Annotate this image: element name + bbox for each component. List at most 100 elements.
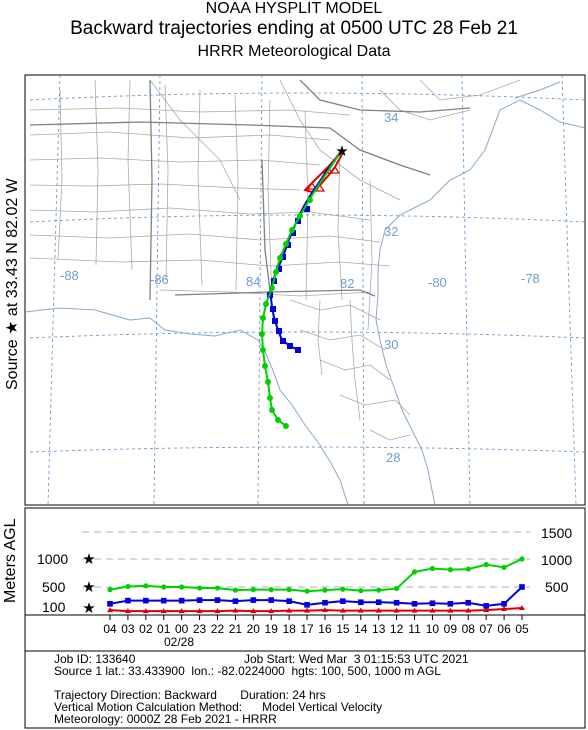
x-tick-label: 19 — [265, 622, 279, 636]
y-label-right-1000: 1000 — [541, 552, 572, 568]
series-500-point — [411, 601, 418, 607]
lon-label-78: -78 — [521, 271, 540, 286]
series-line-100 — [109, 607, 523, 613]
series-100-point — [519, 605, 525, 610]
x-tick-label: 17 — [300, 622, 314, 636]
series-100-point — [501, 606, 508, 612]
series-500-point — [107, 601, 113, 607]
x-tick-label: 06 — [497, 622, 511, 636]
series-1000-point — [411, 569, 418, 575]
origin-star-icon: ★ — [82, 579, 95, 596]
series-500-point — [465, 599, 472, 606]
series-100-point — [304, 607, 311, 613]
x-tick-label: 07 — [479, 622, 493, 636]
series-1000-point — [196, 585, 203, 591]
series-500-point — [357, 599, 364, 606]
x-tick-label: 11 — [408, 622, 421, 636]
height-series — [107, 556, 525, 614]
latlon-grid — [29, 76, 584, 504]
date-label: 02/28 — [164, 635, 194, 649]
series-1000-point — [429, 565, 436, 572]
trajectory-1000m — [259, 149, 343, 429]
x-tick-label: 08 — [462, 622, 476, 636]
series-500-point — [340, 598, 346, 604]
x-tick-label: 02 — [139, 622, 153, 636]
y-label-right-1500: 1500 — [541, 525, 572, 541]
lon-label-80: -80 — [428, 275, 447, 290]
y-label-left-500: 500 — [42, 579, 66, 595]
lon-label-82: 82 — [340, 276, 354, 291]
series-500-point — [322, 599, 328, 606]
series-100-point — [232, 607, 239, 613]
series-100-point — [339, 607, 346, 613]
series-500-point — [304, 602, 310, 608]
x-tick-label: 18 — [282, 622, 296, 636]
x-tick-label: 22 — [211, 622, 225, 636]
series-100-point — [321, 607, 328, 613]
series-500-point — [286, 598, 292, 604]
series-100-point — [393, 607, 400, 613]
series-1000-point — [358, 588, 364, 594]
x-tick-label: 12 — [390, 622, 404, 636]
series-100-point — [411, 607, 418, 613]
lat-label-30: 30 — [384, 337, 398, 352]
job-id: Job ID: 133640 — [54, 652, 136, 666]
series-1000-point — [447, 567, 453, 573]
y-label-left-100: 100 — [42, 599, 66, 615]
x-tick-label: 16 — [318, 622, 332, 636]
series-1000-point — [340, 586, 346, 592]
series-100-point — [357, 607, 364, 613]
title-line-2: Backward trajectories ending at 0500 UTC… — [70, 18, 518, 39]
trajectory-direction: Trajectory Direction: Backward Duration:… — [54, 688, 326, 702]
series-1000-point — [268, 587, 274, 593]
latitude-labels: 34 32 30 28 — [384, 110, 400, 465]
series-500-point — [483, 603, 489, 609]
x-tick-label: 14 — [354, 622, 368, 636]
series-1000-point — [107, 587, 113, 593]
series-100-point — [214, 608, 221, 614]
lon-label-88: -88 — [60, 268, 79, 283]
vertical-motion: Vertical Motion Calculation Method: Mode… — [54, 700, 383, 714]
title-line-1: NOAA HYSPLIT MODEL — [205, 0, 383, 17]
series-500-point — [250, 597, 257, 603]
x-tick-label: 20 — [247, 622, 261, 636]
lat-label-32: 32 — [384, 224, 398, 239]
series-1000-point — [376, 587, 382, 593]
job-start: Job Start: Wed Mar 3 01:15:53 UTC 2021 — [244, 652, 469, 666]
series-1000-point — [143, 583, 149, 589]
series-500-point — [232, 598, 239, 604]
series-1000-point — [125, 583, 131, 590]
series-100-point — [429, 607, 436, 613]
origin-star-icon: ★ — [82, 600, 95, 617]
series-500-point — [143, 597, 149, 604]
series-500-point — [160, 597, 167, 604]
map-panel: -88 -86 84 82 -80 -78 34 32 30 28 — [24, 74, 586, 506]
series-500-point — [214, 597, 221, 603]
longitude-labels: -88 -86 84 82 -80 -78 — [60, 268, 540, 291]
series-500-point — [125, 597, 131, 604]
info-box — [24, 650, 586, 729]
series-100-point — [124, 608, 131, 614]
series-1000-point — [465, 566, 471, 572]
x-tick-label: 21 — [229, 622, 243, 636]
series-100-point — [483, 607, 490, 613]
series-500-point — [519, 584, 525, 590]
x-tick-label: 09 — [444, 622, 458, 636]
series-line-1000 — [109, 558, 523, 593]
series-1000-point — [286, 587, 292, 593]
height-chart-panel: ★ ★ ★ 1000 500 100 1500 1000 500 — [24, 507, 586, 617]
series-100-point — [142, 608, 149, 614]
y-label-right-500: 500 — [545, 579, 569, 595]
series-100-point — [196, 608, 203, 614]
x-tick-label: 05 — [515, 622, 529, 636]
x-tick-label: 10 — [426, 622, 440, 636]
series-1000-point — [161, 584, 167, 590]
x-tick-label: 01 — [157, 622, 171, 636]
series-1000-point — [304, 588, 310, 594]
series-500-point — [447, 601, 454, 607]
trajectory-100m — [303, 149, 345, 194]
title-line-3: HRRR Meteorological Data — [197, 43, 391, 60]
series-1000-point — [214, 585, 221, 591]
series-1000-point — [179, 584, 185, 590]
